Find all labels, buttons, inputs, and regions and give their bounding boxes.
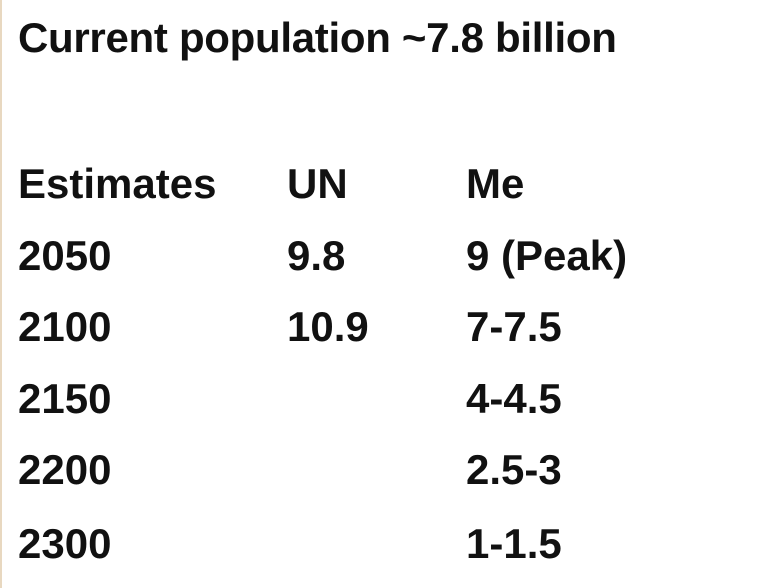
header-me: Me	[466, 160, 525, 207]
un-cell: 9.8	[287, 232, 346, 279]
year-cell: 2100	[18, 303, 112, 350]
header-estimates: Estimates	[18, 160, 217, 207]
year-cell: 2050	[18, 232, 112, 279]
header-un: UN	[287, 160, 348, 207]
me-cell: 2.5-3	[466, 446, 562, 493]
me-cell: 9 (Peak)	[466, 232, 628, 279]
year-cell: 2200	[18, 446, 112, 493]
un-cell: 10.9	[287, 303, 369, 350]
year-cell: 2150	[18, 375, 112, 422]
year-cell: 2300	[18, 520, 112, 567]
me-cell: 4-4.5	[466, 375, 562, 422]
me-cell: 1-1.5	[466, 520, 562, 567]
slide-title: Current population ~7.8 billion	[18, 14, 617, 61]
me-cell: 7-7.5	[466, 303, 562, 350]
slide-edge	[0, 0, 2, 588]
